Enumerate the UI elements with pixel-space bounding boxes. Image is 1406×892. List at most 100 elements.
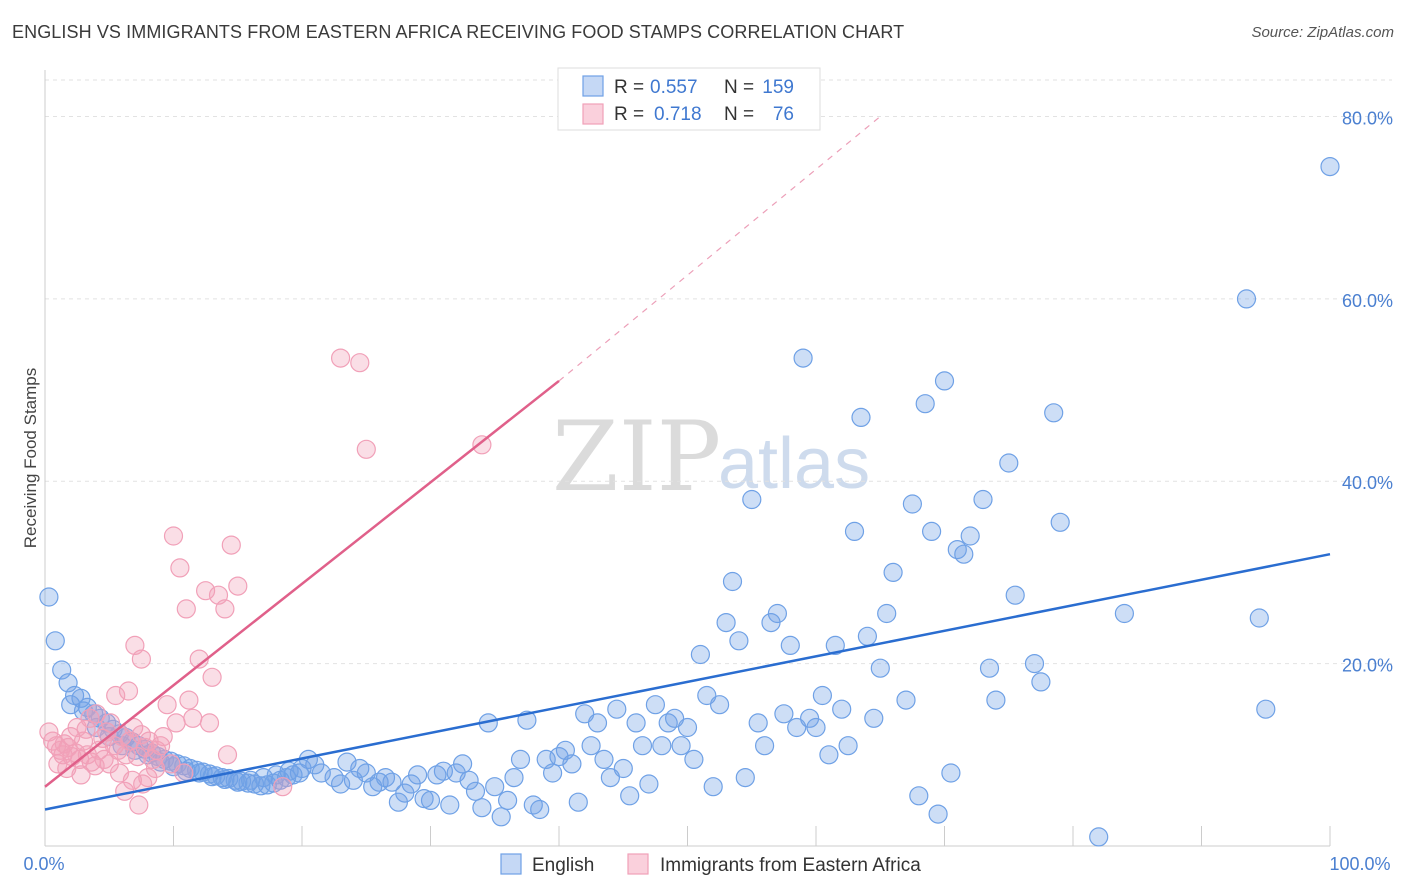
immigrants-n-value: 76 [773, 104, 794, 125]
immigrants-point-68 [71, 765, 91, 785]
english-point-141 [832, 699, 852, 719]
english-point-1 [45, 631, 65, 651]
english-point-140 [825, 635, 845, 656]
english-point-149 [883, 562, 903, 583]
english-point-99 [562, 754, 582, 774]
english-series-label: English [532, 855, 594, 876]
english-point-107 [613, 758, 633, 779]
english-point-138 [812, 685, 833, 706]
english-point-115 [664, 708, 685, 728]
english-point-61 [311, 763, 331, 783]
immigrants-point-42 [170, 558, 190, 578]
watermark-zip: ZIP [552, 401, 721, 513]
immigrants-point-16 [100, 713, 121, 733]
english-point-109 [626, 713, 646, 733]
y-tick-label-80: 80.0% [1342, 108, 1393, 128]
english-point-80 [440, 795, 460, 815]
immigrants-point-30 [48, 754, 68, 774]
english-point-145 [857, 626, 878, 646]
immigrants-n-label: N = [724, 104, 754, 125]
english-point-143 [844, 521, 865, 542]
english-point-77 [420, 790, 441, 811]
english-point-116 [671, 736, 691, 756]
immigrants-trend-extension [558, 116, 881, 382]
immigrants-point-24 [131, 725, 151, 745]
immigrants-point-66 [472, 435, 492, 455]
english-point-159 [954, 544, 974, 564]
immigrants-legend-swatch [582, 103, 604, 125]
english-point-157 [941, 763, 961, 783]
english-point-100 [568, 792, 588, 812]
english-point-127 [742, 489, 762, 510]
english-point-71 [382, 772, 402, 792]
immigrants-series-label: Immigrants from Eastern Africa [660, 855, 921, 876]
english-series-swatch [500, 853, 522, 875]
immigrants-point-39 [131, 649, 151, 669]
english-point-162 [979, 658, 1000, 678]
y-axis-label: Receiving Food Stamps [21, 368, 40, 548]
english-point-174 [1256, 699, 1276, 719]
immigrants-point-37 [118, 681, 139, 701]
english-point-161 [973, 489, 993, 510]
english-point-113 [652, 736, 672, 756]
english-point-96 [542, 763, 563, 783]
english-point-94 [530, 799, 550, 820]
english-point-85 [472, 798, 492, 818]
english-point-122 [709, 695, 730, 715]
immigrants-point-43 [176, 599, 196, 619]
english-point-133 [780, 635, 800, 656]
english-point-148 [877, 603, 897, 624]
english-point-154 [921, 521, 942, 542]
english-point-171 [1114, 603, 1135, 624]
english-point-167 [1031, 672, 1051, 692]
english-point-123 [716, 612, 736, 633]
english-point-102 [581, 736, 601, 756]
english-point-131 [767, 603, 788, 624]
english-point-160 [960, 526, 980, 546]
y-tick-label-20: 20.0% [1342, 656, 1393, 676]
english-point-144 [851, 407, 871, 427]
english-n-label: N = [724, 77, 754, 98]
immigrants-point-36 [106, 685, 126, 706]
english-point-132 [774, 704, 794, 724]
immigrants-point-52 [76, 719, 96, 739]
immigrants-point-57 [153, 726, 173, 747]
english-point-121 [703, 777, 723, 797]
source-credit: Source: ZipAtlas.com [1251, 24, 1394, 41]
english-point-119 [690, 644, 711, 665]
immigrants-point-55 [129, 795, 149, 815]
english-point-155 [928, 804, 948, 824]
english-point-125 [729, 631, 749, 651]
english-point-87 [485, 777, 505, 797]
english-point-110 [632, 736, 653, 756]
english-point-75 [408, 765, 428, 785]
english-point-84 [465, 781, 486, 801]
immigrants-points [39, 348, 492, 815]
english-n-value: 159 [762, 77, 794, 98]
english-r-value: 0.557 [650, 77, 698, 98]
english-point-156 [934, 371, 955, 391]
english-point-63 [331, 774, 351, 794]
x-tick-label-min: 0.0% [23, 854, 64, 874]
english-point-91 [510, 749, 531, 770]
english-point-147 [870, 658, 890, 678]
immigrants-point-73 [145, 758, 166, 779]
trend-lines [44, 116, 1331, 811]
english-point-170 [1089, 827, 1109, 847]
english-point-90 [504, 767, 524, 788]
english-point-164 [999, 453, 1019, 473]
english-point-111 [639, 774, 659, 794]
immigrants-point-70 [109, 763, 130, 783]
immigrants-point-44 [183, 708, 203, 728]
english-point-172 [1236, 289, 1257, 309]
english-point-166 [1024, 653, 1045, 674]
immigrants-point-63 [331, 348, 351, 368]
immigrants-point-41 [163, 526, 184, 546]
english-point-82 [453, 754, 473, 774]
english-point-56 [266, 765, 286, 785]
x-axis-ticks [44, 826, 1331, 846]
english-point-89 [498, 790, 518, 811]
english-point-139 [819, 745, 839, 765]
english-point-137 [806, 717, 826, 738]
english-point-117 [677, 717, 698, 738]
